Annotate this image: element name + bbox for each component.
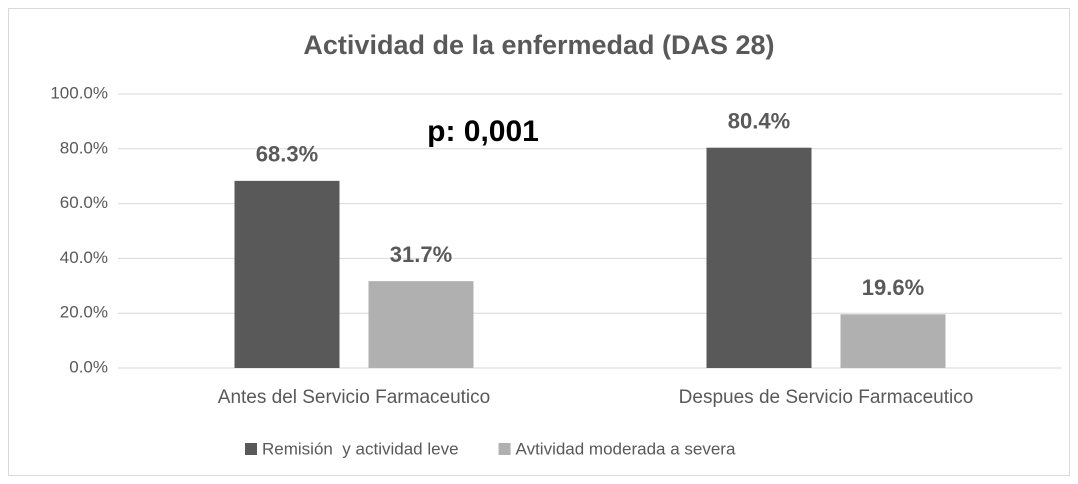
annotation: p: 0,001 [427,115,539,148]
legend-label: Remisión y actividad leve [262,439,459,458]
y-tick-label: 20.0% [60,303,108,322]
value-label: 19.6% [862,275,924,300]
y-tick-label: 0.0% [69,357,108,376]
legend-label: Avtividad moderada a severa [516,439,736,458]
value-label: 68.3% [256,142,318,167]
chart-title: Actividad de la enfermedad (DAS 28) [303,30,774,60]
bar [368,281,474,368]
legend-swatch [498,443,511,455]
bar [706,147,812,368]
chart-border [8,8,1070,476]
bar [234,180,340,368]
y-tick-label: 40.0% [60,248,108,267]
y-tick-label: 80.0% [60,138,108,157]
bar [840,314,946,368]
value-label: 80.4% [728,109,790,134]
legend-swatch [245,443,257,455]
value-label: 31.7% [390,242,452,267]
x-tick-label: Despues de Servicio Farmaceutico [679,387,974,408]
x-tick-label: Antes del Servicio Farmaceutico [218,387,490,408]
y-tick-label: 100.0% [50,83,108,102]
y-tick-label: 60.0% [60,193,108,212]
